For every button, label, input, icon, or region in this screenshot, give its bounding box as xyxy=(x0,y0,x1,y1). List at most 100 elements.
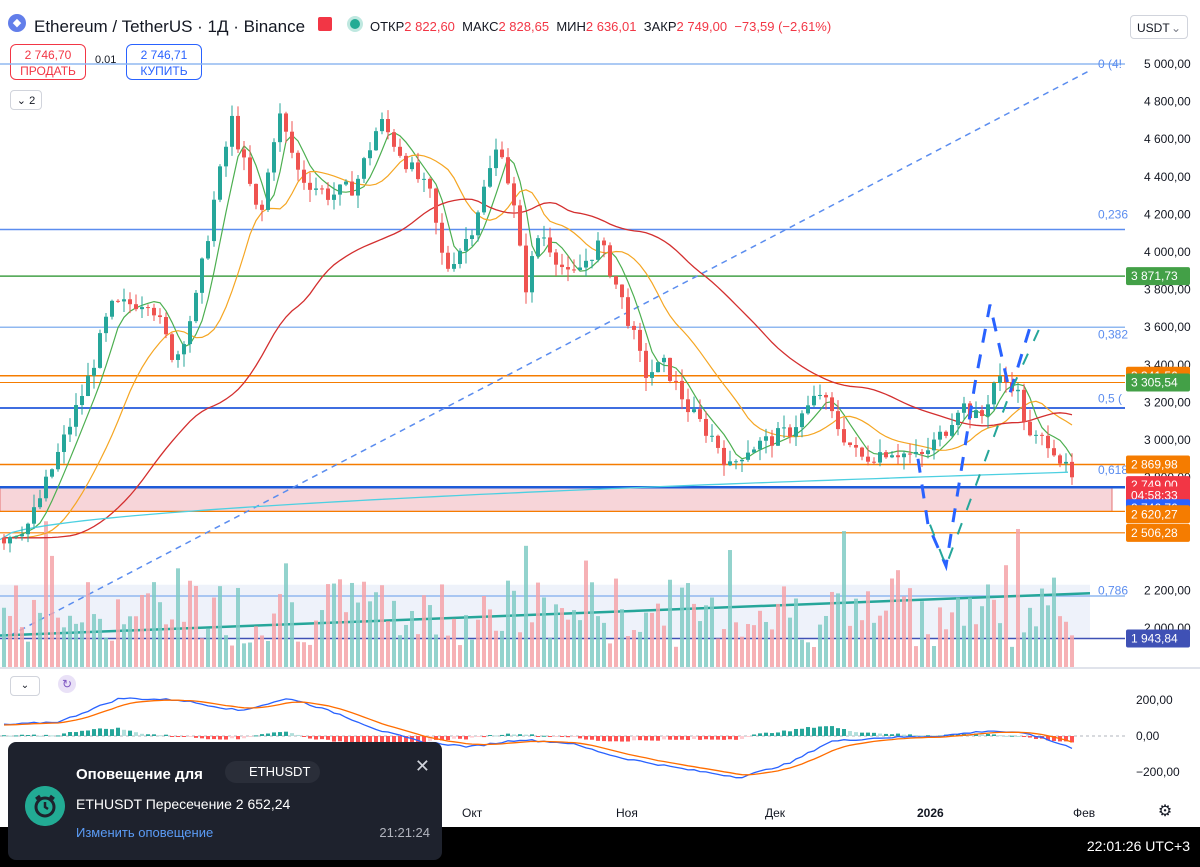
macd-histogram-bar xyxy=(980,734,984,736)
macd-histogram-bar xyxy=(920,735,924,737)
sell-button[interactable]: 2 746,70 ПРОДАТЬ xyxy=(10,44,86,80)
alert-notification[interactable]: Оповещение для ETHUSDT ✕ ETHUSDT Пересеч… xyxy=(8,742,442,860)
volume-bar xyxy=(1052,577,1056,667)
volume-bar xyxy=(398,635,402,667)
candle xyxy=(266,172,270,210)
volume-bar xyxy=(140,594,144,667)
candle xyxy=(638,329,642,351)
volume-bar xyxy=(380,585,384,667)
candle xyxy=(1034,434,1038,436)
pane-collapse-button[interactable]: ⌄ xyxy=(10,676,40,696)
candle xyxy=(1046,435,1050,449)
volume-bar xyxy=(728,550,732,667)
macd-histogram-bar xyxy=(914,735,918,737)
macd-histogram-bar xyxy=(308,736,312,739)
volume-bar xyxy=(746,624,750,667)
macd-histogram-bar xyxy=(98,728,102,736)
macd-histogram-bar xyxy=(164,734,168,736)
candle xyxy=(932,439,936,451)
refresh-icon[interactable]: ↻ xyxy=(58,675,76,693)
volume-bar xyxy=(884,610,888,667)
macd-histogram-bar xyxy=(200,736,204,739)
candle xyxy=(926,450,930,455)
gear-icon[interactable]: ⚙ xyxy=(1157,803,1173,820)
volume-bar xyxy=(200,638,204,667)
candle xyxy=(332,194,336,200)
macd-histogram-bar xyxy=(536,736,540,737)
buy-button[interactable]: 2 746,71 КУПИТЬ xyxy=(126,44,202,80)
sma-long-line xyxy=(0,471,1069,541)
candle xyxy=(800,413,804,428)
macd-histogram-bar xyxy=(680,736,684,740)
macd-histogram-bar xyxy=(950,734,954,736)
macd-histogram-bar xyxy=(614,736,618,742)
macd-histogram-bar xyxy=(1004,735,1008,737)
volume-bar xyxy=(770,629,774,667)
candle xyxy=(242,149,246,158)
alert-symbol-text: ETHUSDT xyxy=(249,764,311,779)
macd-histogram-bar xyxy=(542,735,546,737)
candle xyxy=(116,300,120,302)
edit-alert-link[interactable]: Изменить оповещение xyxy=(76,825,214,840)
macd-histogram-bar xyxy=(716,736,720,740)
candle xyxy=(956,412,960,426)
macd-tick-label: −200,00 xyxy=(1136,765,1180,779)
currency-value: USDT xyxy=(1137,21,1170,35)
fib-label: 0,382 xyxy=(1098,328,1128,342)
macd-histogram-bar xyxy=(842,729,846,736)
volume-bar xyxy=(98,618,102,667)
candle xyxy=(152,307,156,316)
spread-value: 0,01 xyxy=(95,54,117,66)
candle xyxy=(74,405,78,427)
macd-histogram-bar xyxy=(254,735,258,737)
volume-bar xyxy=(812,646,816,667)
volume-bar xyxy=(266,640,270,667)
volume-bar xyxy=(1058,616,1062,667)
symbol-title[interactable]: Ethereum / TetherUS · 1Д · Binance xyxy=(34,17,306,36)
volume-bar xyxy=(278,594,282,667)
volume-bar xyxy=(206,628,210,667)
price-chart[interactable]: 0 (4! 0,236 0,382 0,5 (0,618 0,786 5 000,00 4 … xyxy=(0,40,1200,667)
macd-pane[interactable]: 200,00 0,00 −200,00 xyxy=(0,670,1200,800)
indicators-toggle-button[interactable]: ⌄ 2 xyxy=(10,90,42,110)
volume-bar xyxy=(68,615,72,667)
volume-bar xyxy=(866,591,870,667)
volume-bar xyxy=(596,616,600,667)
ethereum-logo-icon: ◆ xyxy=(8,14,26,32)
pane-separator[interactable] xyxy=(0,667,1200,669)
volume-bar xyxy=(320,610,324,667)
price-badge xyxy=(1126,455,1190,474)
candle xyxy=(914,451,918,455)
close-icon[interactable]: ✕ xyxy=(414,756,430,776)
volume-bar xyxy=(92,614,96,667)
macd-histogram-bar xyxy=(260,734,264,736)
macd-histogram-bar xyxy=(14,735,18,737)
price-badge-label: 3 871,73 xyxy=(1131,269,1178,283)
currency-select[interactable]: USDT ⌄ xyxy=(1130,15,1188,39)
volume-bar xyxy=(332,583,336,667)
candle xyxy=(794,427,798,437)
macd-histogram-bar xyxy=(632,736,636,741)
candle xyxy=(44,476,48,499)
macd-histogram-bar xyxy=(686,736,690,741)
macd-histogram-bar xyxy=(92,729,96,736)
candle xyxy=(236,115,240,150)
candle xyxy=(182,344,186,355)
volume-bar xyxy=(272,613,276,667)
macd-histogram-bar xyxy=(740,736,744,739)
price-tick-label: 4 800,00 xyxy=(1144,95,1191,109)
candle xyxy=(122,299,126,302)
volume-bar xyxy=(896,570,900,667)
ohlc-open-label: ОТКР xyxy=(370,19,405,34)
volume-bar xyxy=(254,626,258,667)
candle xyxy=(788,427,792,437)
alert-title: Оповещение для xyxy=(76,766,203,783)
volume-bar xyxy=(602,622,606,667)
candle xyxy=(884,452,888,458)
volume-bar xyxy=(782,586,786,667)
macd-histogram-bar xyxy=(476,736,480,737)
macd-histogram-bar xyxy=(758,733,762,736)
volume-bar xyxy=(80,622,84,667)
price-badge-label: 2 506,28 xyxy=(1131,526,1178,540)
volume-bar xyxy=(560,608,564,667)
